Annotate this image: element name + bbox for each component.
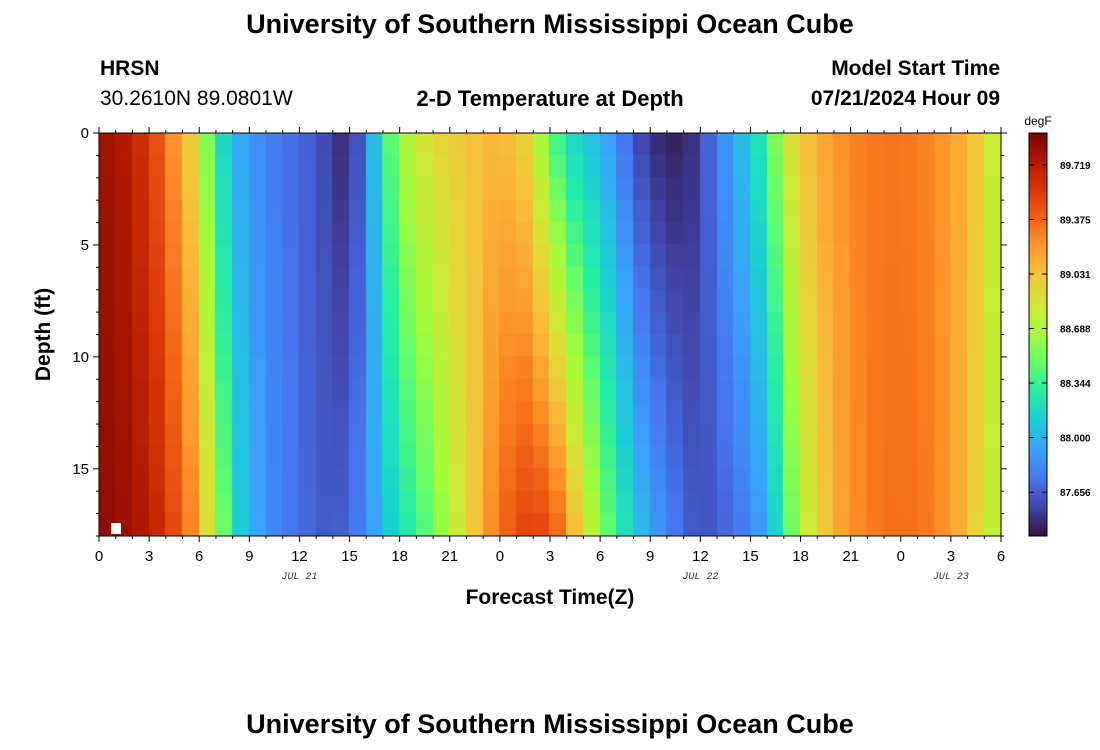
plot-frame [98, 132, 1002, 537]
colorbar-tick-label: 88.344 [1060, 379, 1091, 390]
y-tick-label: 10 [72, 349, 89, 366]
plot-title: 2-D Temperature at Depth [416, 86, 684, 111]
x-tick-label: 0 [897, 548, 905, 565]
x-tick-label: 15 [341, 548, 358, 565]
x-tick-label: 21 [441, 548, 458, 565]
colorbar-tick-label: 88.000 [1060, 434, 1091, 445]
x-tick-label: 21 [842, 548, 859, 565]
colorbar-units: degF [1024, 114, 1051, 128]
y-axis-title: Depth (ft) [32, 288, 55, 381]
station-name: HRSN [100, 57, 160, 80]
marker-square [111, 523, 121, 534]
x-tick-label: 0 [95, 548, 103, 565]
date-label: JUL 23 [933, 572, 969, 583]
x-tick-label: 15 [742, 548, 759, 565]
footer-title: University of Southern Mississippi Ocean… [246, 709, 854, 739]
x-tick-label: 12 [291, 548, 308, 565]
page-title: University of Southern Mississippi Ocean… [246, 9, 854, 39]
model-start-label: Model Start Time [831, 57, 1000, 80]
colorbar-tick-label: 87.656 [1060, 488, 1091, 499]
y-tick-label: 5 [81, 237, 89, 254]
x-tick-label: 3 [145, 548, 153, 565]
station-coords: 30.2610N 89.0801W [100, 87, 293, 110]
x-axis-title: Forecast Time(Z) [466, 586, 635, 609]
x-tick-label: 12 [692, 548, 709, 565]
colorbar-tick-label: 88.688 [1060, 324, 1091, 335]
x-tick-label: 6 [997, 548, 1005, 565]
x-tick-label: 0 [496, 548, 504, 565]
temperature-heatmap [99, 133, 1001, 536]
x-tick-label: 18 [391, 548, 408, 565]
x-tick-label: 9 [646, 548, 654, 565]
x-tick-label: 9 [245, 548, 253, 565]
colorbar-tick-label: 89.031 [1060, 270, 1091, 281]
x-tick-label: 6 [596, 548, 604, 565]
colorbar-tick-label: 89.719 [1060, 161, 1091, 172]
x-tick-label: 18 [792, 548, 809, 565]
x-tick-label: 3 [947, 548, 955, 565]
date-label: JUL 22 [682, 572, 718, 583]
model-start-time: 07/21/2024 Hour 09 [810, 87, 1000, 110]
colorbar-tick-label: 89.375 [1060, 215, 1091, 226]
colorbar [1028, 132, 1048, 537]
date-label: JUL 21 [281, 572, 317, 583]
y-tick-label: 15 [72, 461, 89, 478]
x-tick-label: 3 [546, 548, 554, 565]
x-tick-label: 6 [195, 548, 203, 565]
y-tick-label: 0 [81, 125, 89, 142]
